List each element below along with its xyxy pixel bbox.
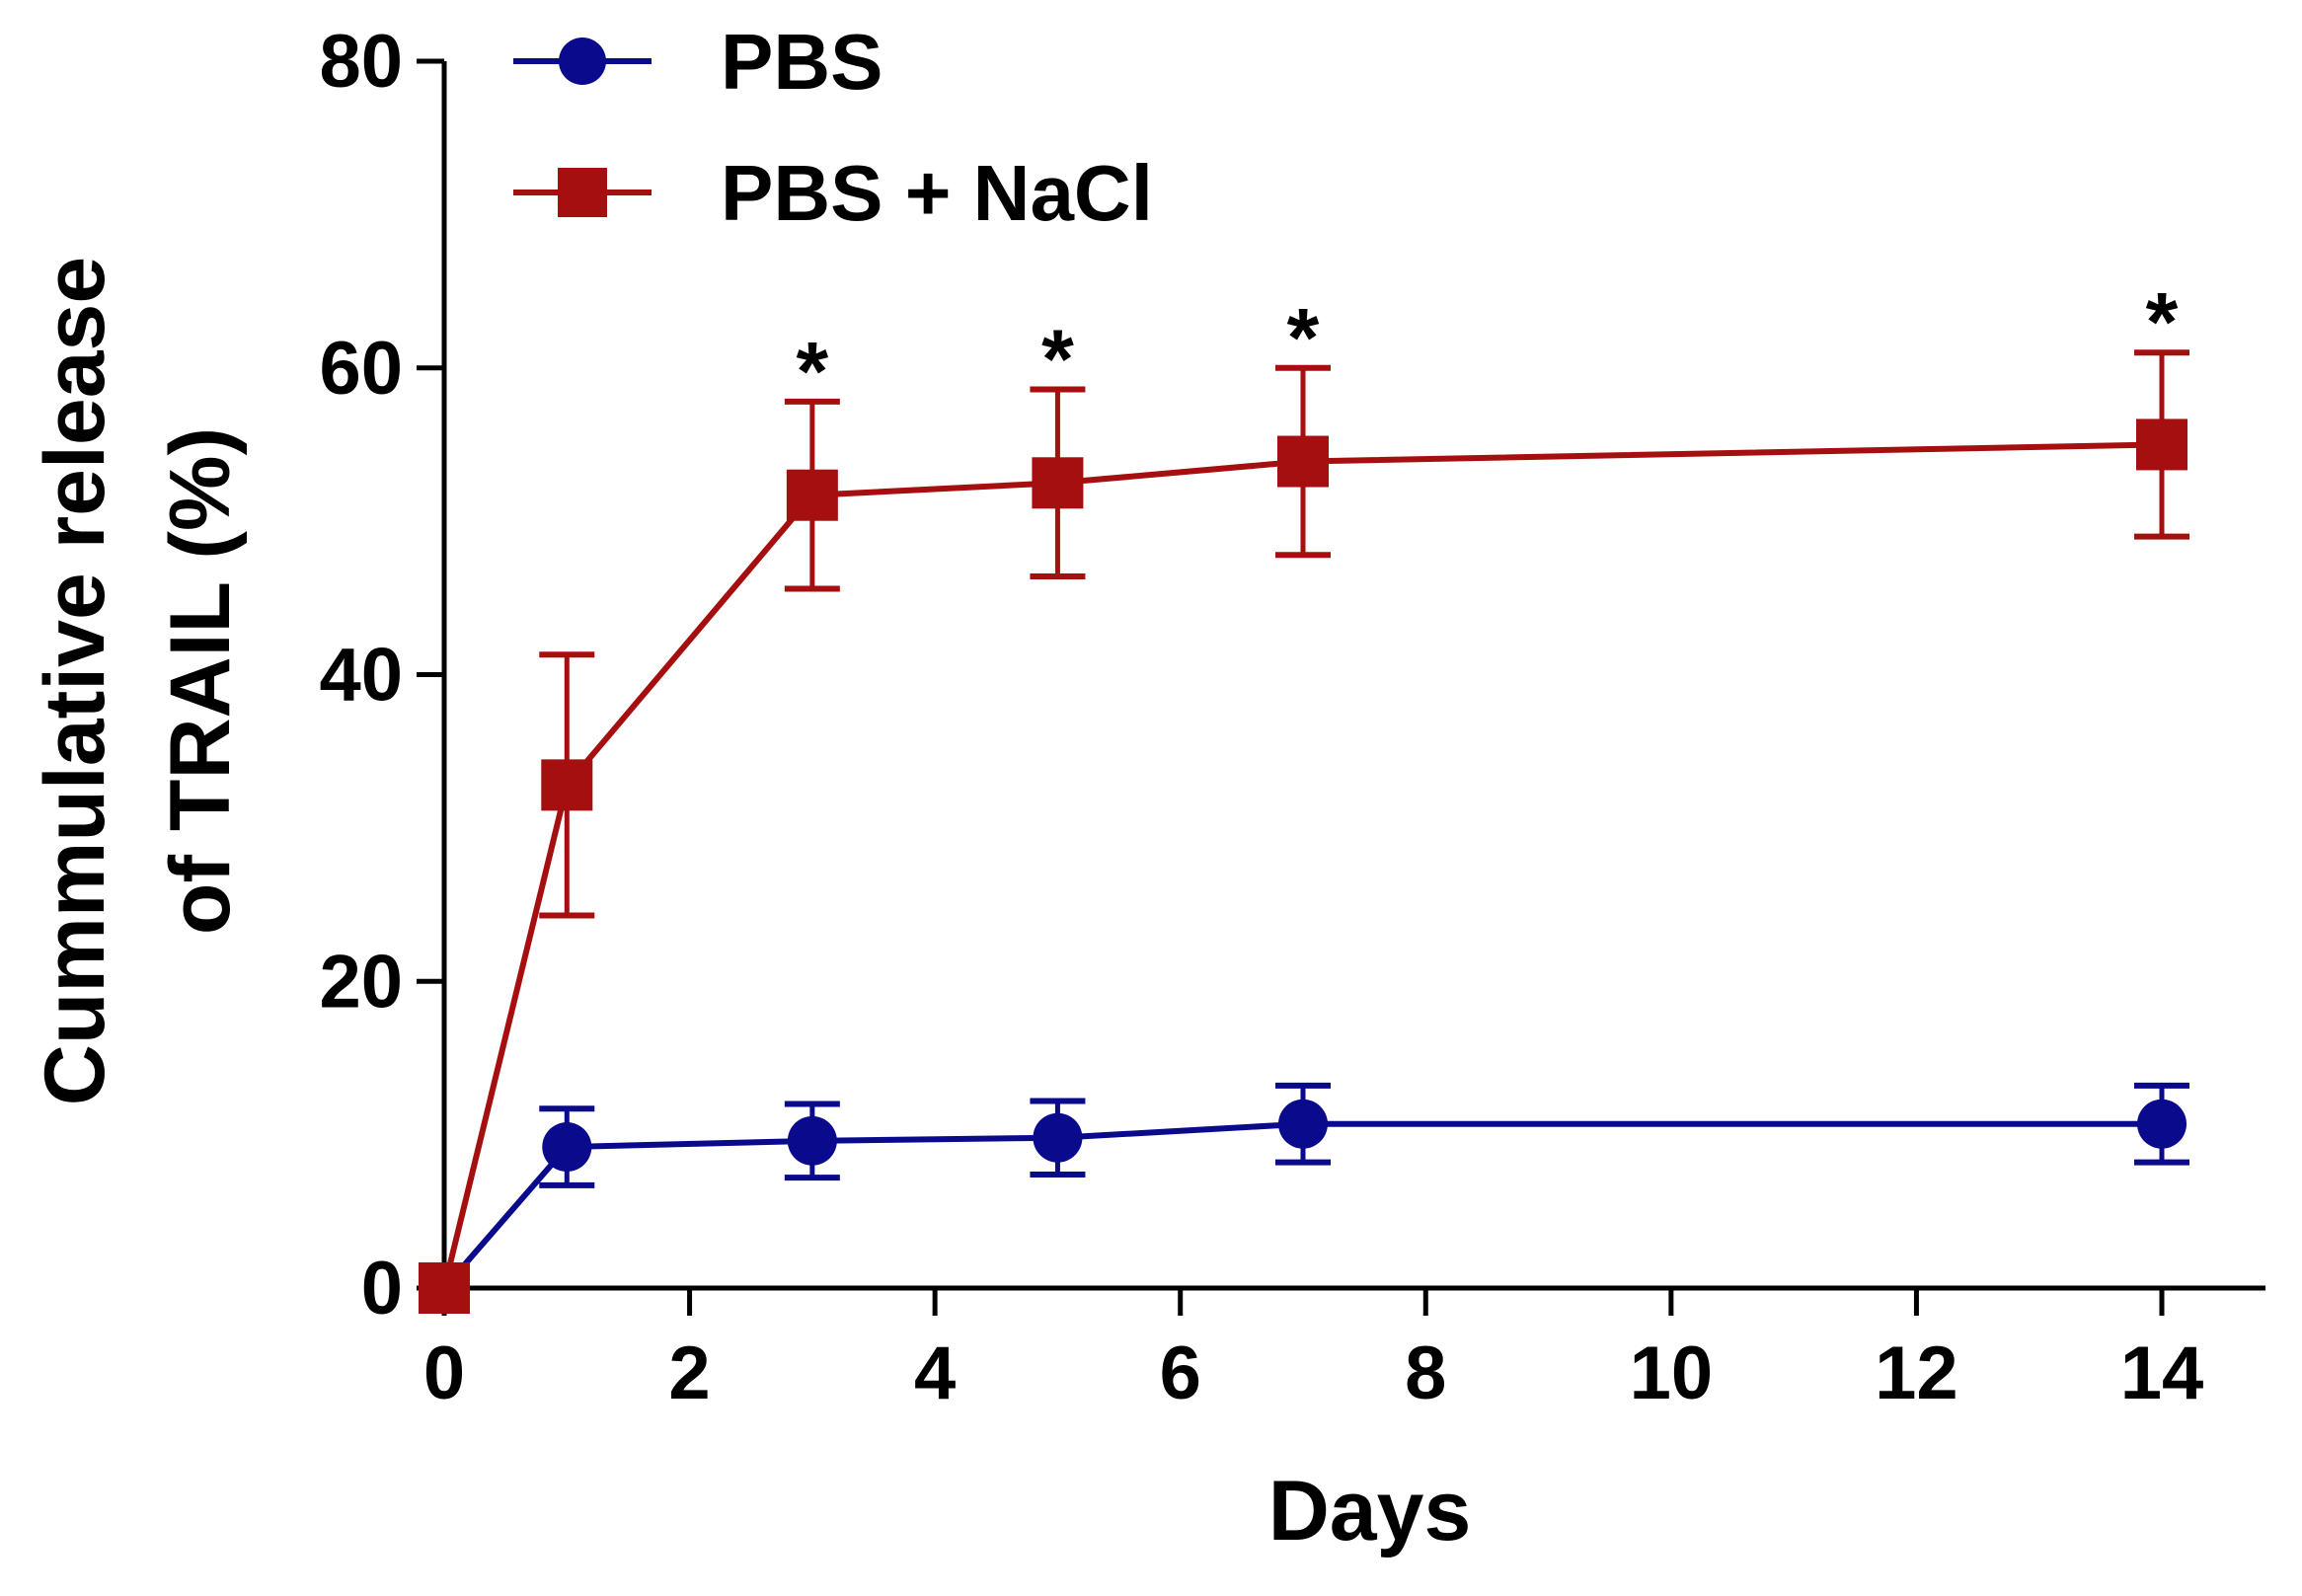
y-tick-label: 20 — [319, 940, 403, 1024]
series-line — [441, 441, 2163, 1289]
x-tick-label: 6 — [1160, 1331, 1201, 1415]
data-point — [542, 1122, 592, 1173]
legend-label: PBS — [721, 18, 883, 106]
data-point — [1277, 435, 1329, 488]
x-tick-label: 10 — [1630, 1331, 1714, 1415]
x-tick-label: 2 — [668, 1331, 710, 1415]
y-tick-label: 80 — [319, 20, 403, 104]
x-ticks: 0 2 4 6 8 10 12 14 — [423, 1288, 2203, 1415]
data-point — [786, 469, 838, 521]
y-tick-label: 60 — [319, 327, 403, 411]
data-point — [419, 1262, 470, 1314]
data-point — [1278, 1099, 1328, 1149]
data-point — [1032, 457, 1084, 509]
y-axis-title-line1: Cummulative release — [28, 257, 122, 1105]
legend-item-1: PBS — [513, 18, 883, 106]
legend-marker — [558, 168, 607, 217]
legend: PBS PBS + NaCl — [513, 18, 1153, 237]
axes: 0 20 40 60 80 0 2 4 6 8 10 12 14 — [319, 20, 2265, 1415]
x-tick-label: 8 — [1405, 1331, 1446, 1415]
series-line — [441, 1120, 2162, 1290]
y-ticks: 0 20 40 60 80 — [319, 20, 444, 1330]
data-point — [2137, 1099, 2187, 1149]
data-point — [2136, 418, 2187, 471]
y-axis-title: Cummulative release of TRAIL (%) — [28, 257, 248, 1105]
x-tick-label: 4 — [914, 1331, 956, 1415]
y-tick-label: 40 — [319, 634, 403, 718]
significance-star: * — [1041, 313, 1074, 406]
data-point — [1033, 1112, 1083, 1163]
x-tick-label: 14 — [2120, 1331, 2204, 1415]
significance-star: * — [1287, 291, 1320, 384]
significance-star: * — [797, 325, 829, 418]
x-axis-title: Days — [1268, 1464, 1472, 1558]
data-point — [541, 759, 593, 811]
data-point — [787, 1115, 837, 1166]
y-axis-title-line2: of TRAIL (%) — [153, 427, 248, 935]
y-tick-label: 0 — [361, 1247, 403, 1330]
legend-item-2: PBS + NaCl — [513, 149, 1153, 237]
significance-star: * — [2146, 275, 2179, 368]
series-2 — [419, 349, 2189, 1314]
series-1 — [420, 1082, 2189, 1313]
x-tick-label: 12 — [1875, 1331, 1958, 1415]
significance-markers: * * * * — [797, 275, 2179, 418]
plot-series — [419, 349, 2189, 1314]
legend-label: PBS + NaCl — [721, 149, 1153, 237]
x-tick-label: 0 — [423, 1331, 465, 1415]
legend-marker — [559, 38, 606, 85]
